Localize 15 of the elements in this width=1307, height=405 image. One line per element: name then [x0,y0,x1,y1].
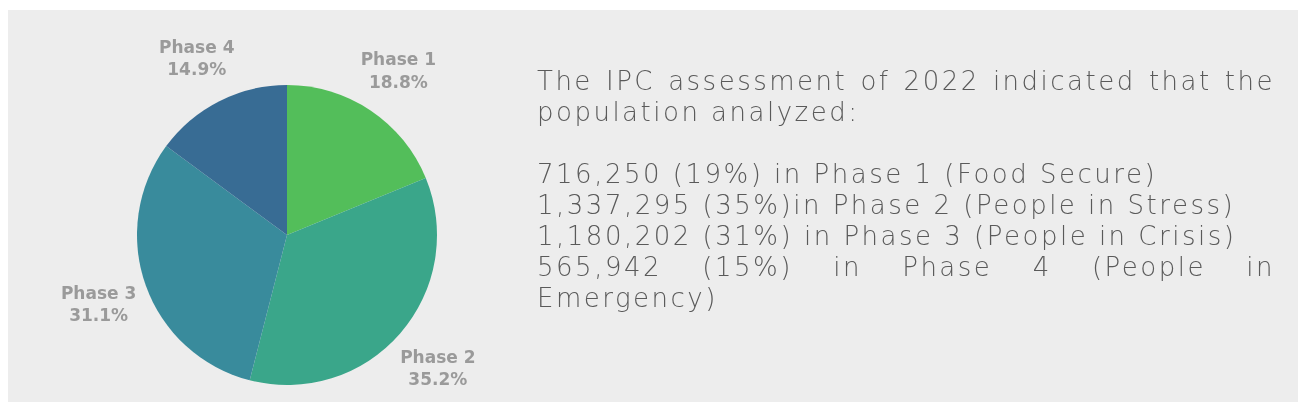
text: 716,250 (19%) in Phase 1 (Food Secure) [537,159,1159,190]
slice-label: Phase 1 [360,49,437,70]
data-label: 31.1% [69,304,129,325]
text: 1,180,202 (31%) in Phase 3 (People in Crisis) [537,221,1238,252]
slice-label: Phase 2 [400,346,476,367]
slice-label: Phase 4 [159,37,235,58]
text: The IPC assessment of 2022 indicated that the population analyzed: [537,66,1275,128]
data-label: 18.8% [368,71,428,92]
text: 1,337,295 (35%)in Phase 2 (People in Stress) [537,190,1237,221]
pie-slice [137,146,287,381]
data-label: 35.2% [408,369,468,390]
pie-slice [166,85,287,235]
text: 565,942 (15%) in Phase 4 (People in Emergency) [537,252,1275,314]
data-label: 14.9% [167,59,227,80]
slice-label: Phase 3 [60,282,137,303]
